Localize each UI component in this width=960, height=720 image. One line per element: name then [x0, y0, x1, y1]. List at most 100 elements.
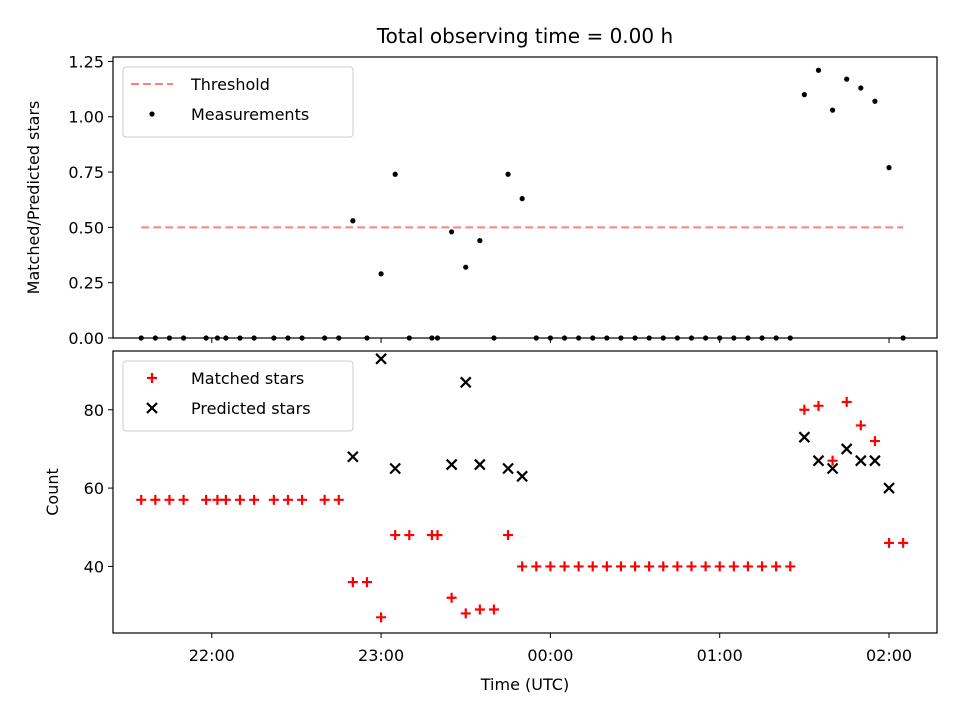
- legend-box: [122, 360, 354, 432]
- data-point: [347, 577, 358, 588]
- x-axis-label: Time (UTC): [480, 675, 569, 694]
- y-tick-label: 0.25: [68, 274, 104, 293]
- data-point: [872, 98, 878, 104]
- data-point: [898, 537, 909, 548]
- data-point: [587, 561, 598, 572]
- chart-title: Total observing time = 0.00 h: [376, 24, 673, 48]
- data-point: [516, 470, 528, 483]
- legend-swatch: [147, 373, 157, 383]
- y-tick-label: 1.25: [68, 52, 104, 71]
- legend-label: Threshold: [190, 75, 270, 94]
- data-point: [812, 454, 825, 467]
- legend-swatch: [146, 402, 158, 414]
- data-point: [164, 494, 175, 505]
- legend-label: Measurements: [191, 105, 309, 124]
- data-point: [559, 561, 570, 572]
- bottom-panel: 40 60 80 22:00 23:00 00:00 01:00 02:00 Count Matc…: [43, 350, 938, 665]
- legend: Matched stars Predicted stars: [122, 360, 354, 432]
- data-point: [883, 482, 895, 494]
- data-point: [700, 561, 711, 572]
- data-point: [672, 561, 683, 572]
- data-point: [459, 376, 472, 389]
- data-point: [728, 561, 739, 572]
- y-tick-label: 60: [84, 479, 104, 498]
- data-point: [841, 396, 852, 407]
- data-point: [785, 561, 796, 572]
- data-point: [827, 455, 838, 466]
- data-point: [404, 530, 415, 541]
- data-point: [488, 604, 499, 615]
- y-tick-label: 80: [84, 401, 104, 420]
- data-point: [390, 530, 401, 541]
- data-point: [844, 76, 850, 82]
- y-axis-label: Matched/Predicted stars: [24, 101, 43, 295]
- data-point: [361, 577, 372, 588]
- x-tick-label: 02:00: [866, 646, 912, 665]
- data-point: [249, 494, 260, 505]
- data-point: [375, 353, 387, 365]
- data-point: [658, 561, 669, 572]
- data-point: [601, 561, 612, 572]
- data-point: [531, 561, 542, 572]
- y-tick-label: 40: [84, 557, 104, 576]
- x-tick-label: 00:00: [527, 646, 573, 665]
- data-point: [886, 165, 892, 171]
- data-point: [798, 431, 811, 443]
- data-point: [432, 530, 443, 541]
- data-point: [268, 494, 279, 505]
- data-point: [714, 561, 725, 572]
- data-point: [757, 561, 768, 572]
- top-panel: 0.00 0.25 0.50 0.75 1.00 1.25 Matched/Predicte…: [24, 52, 938, 348]
- data-point: [630, 561, 641, 572]
- data-point: [477, 238, 483, 244]
- data-point: [799, 404, 810, 415]
- data-point: [376, 612, 387, 623]
- data-point: [389, 462, 401, 475]
- data-point: [220, 494, 231, 505]
- data-point: [449, 229, 455, 235]
- data-point: [855, 420, 866, 431]
- y-tick-label: 1.00: [68, 108, 104, 127]
- data-point: [545, 561, 556, 572]
- data-point: [826, 462, 839, 475]
- y-tick-label: 0.75: [68, 163, 104, 182]
- data-point: [771, 561, 782, 572]
- y-axis-label: Count: [43, 468, 62, 516]
- data-point: [644, 561, 655, 572]
- data-point: [474, 458, 486, 471]
- data-point: [150, 494, 161, 505]
- data-point: [347, 450, 359, 463]
- x-tick-label: 01:00: [697, 646, 743, 665]
- data-point: [474, 604, 485, 615]
- data-point: [212, 494, 223, 505]
- data-point: [573, 561, 584, 572]
- data-point: [463, 264, 469, 270]
- data-point: [136, 494, 147, 505]
- data-point: [446, 592, 457, 603]
- data-point: [829, 107, 836, 113]
- legend-swatch: [149, 111, 155, 117]
- legend: Threshold Measurements: [122, 66, 354, 138]
- data-point: [392, 171, 398, 177]
- data-point: [815, 67, 822, 73]
- data-point: [350, 218, 356, 224]
- data-point: [297, 494, 308, 505]
- plot-frame: [112, 56, 938, 339]
- data-point: [858, 85, 864, 91]
- y-tick-label: 0.00: [68, 329, 104, 348]
- data-point: [460, 608, 471, 619]
- data-point: [234, 494, 245, 505]
- legend-box: [122, 66, 354, 138]
- data-point: [869, 454, 881, 467]
- data-point: [505, 171, 511, 177]
- legend-label: Predicted stars: [191, 399, 311, 418]
- data-point: [201, 494, 212, 505]
- data-point: [517, 561, 528, 572]
- data-point: [869, 436, 880, 447]
- data-point: [519, 196, 525, 202]
- data-point: [801, 92, 807, 98]
- data-point: [378, 271, 384, 277]
- data-point: [686, 561, 697, 572]
- legend-label: Matched stars: [191, 369, 304, 388]
